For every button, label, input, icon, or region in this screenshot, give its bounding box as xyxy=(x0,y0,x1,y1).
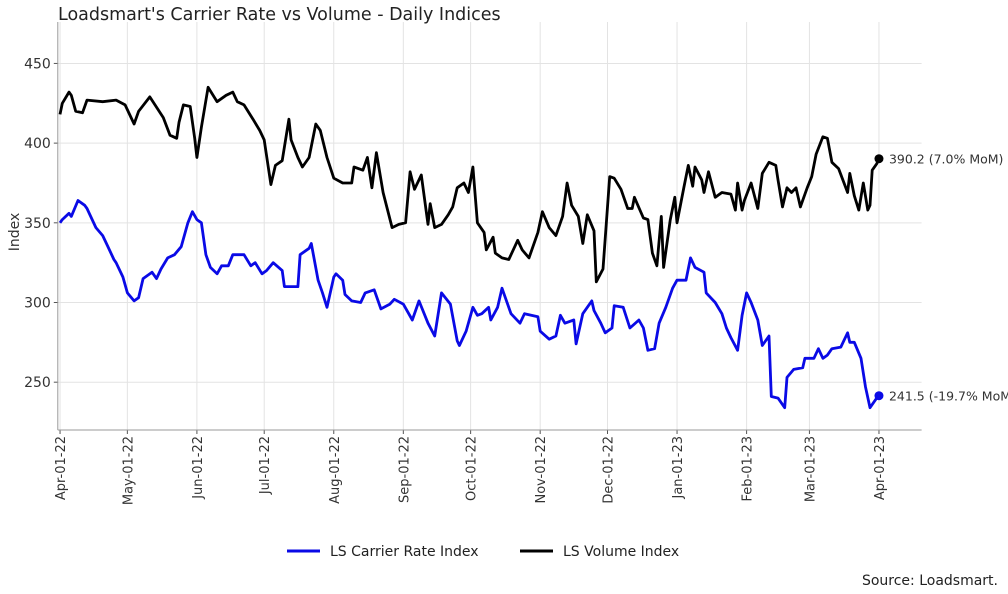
x-tick-label: May-01-22 xyxy=(121,436,136,505)
x-tick-label: Nov-01-22 xyxy=(534,436,549,504)
end-labels: 241.5 (-19.7% MoM) 390.2 (7.0% MoM) xyxy=(874,152,1008,404)
y-axis-label: Index xyxy=(7,213,23,252)
x-tick-label: Dec-01-22 xyxy=(601,436,616,504)
x-tick-label: Aug-01-22 xyxy=(328,436,343,504)
legend-label-volume: LS Volume Index xyxy=(563,544,679,560)
y-tick-label: 350 xyxy=(24,216,51,232)
x-tick-label: Mar-01-23 xyxy=(803,436,818,502)
x-tick-label: Jan-01-23 xyxy=(671,436,686,500)
x-tick-label: Oct-01-22 xyxy=(465,436,480,501)
axes xyxy=(53,22,922,434)
y-tick-label: 400 xyxy=(24,136,51,152)
x-tick-label: Apr-01-22 xyxy=(54,436,69,500)
source-note: Source: Loadsmart. xyxy=(862,573,998,589)
legend-label-rate: LS Carrier Rate Index xyxy=(330,544,479,560)
end-label-carrier-rate: 241.5 (-19.7% MoM) xyxy=(889,389,1008,404)
x-ticks: Apr-01-22 May-01-22 Jun-01-22 Jul-01-22 Aug-… xyxy=(54,436,888,505)
end-point-carrier-rate xyxy=(874,391,884,401)
y-ticks: 250 300 350 400 450 xyxy=(24,56,51,391)
y-tick-label: 300 xyxy=(24,296,51,312)
x-tick-label: Feb-01-23 xyxy=(741,436,756,501)
x-tick-label: Jul-01-22 xyxy=(258,436,273,495)
chart-title: Loadsmart's Carrier Rate vs Volume - Dai… xyxy=(58,5,501,25)
x-tick-label: Apr-01-23 xyxy=(873,436,888,500)
x-tick-label: Jun-01-22 xyxy=(191,436,206,500)
end-point-volume xyxy=(874,154,884,164)
y-tick-label: 250 xyxy=(24,375,51,391)
legend: LS Carrier Rate Index LS Volume Index xyxy=(287,544,679,560)
x-tick-label: Sep-01-22 xyxy=(397,436,412,503)
end-label-volume: 390.2 (7.0% MoM) xyxy=(889,152,1003,167)
series-line-volume xyxy=(58,85,881,284)
series-line-carrier-rate xyxy=(58,199,881,410)
y-tick-label: 450 xyxy=(24,56,51,72)
series-lines xyxy=(58,85,881,410)
